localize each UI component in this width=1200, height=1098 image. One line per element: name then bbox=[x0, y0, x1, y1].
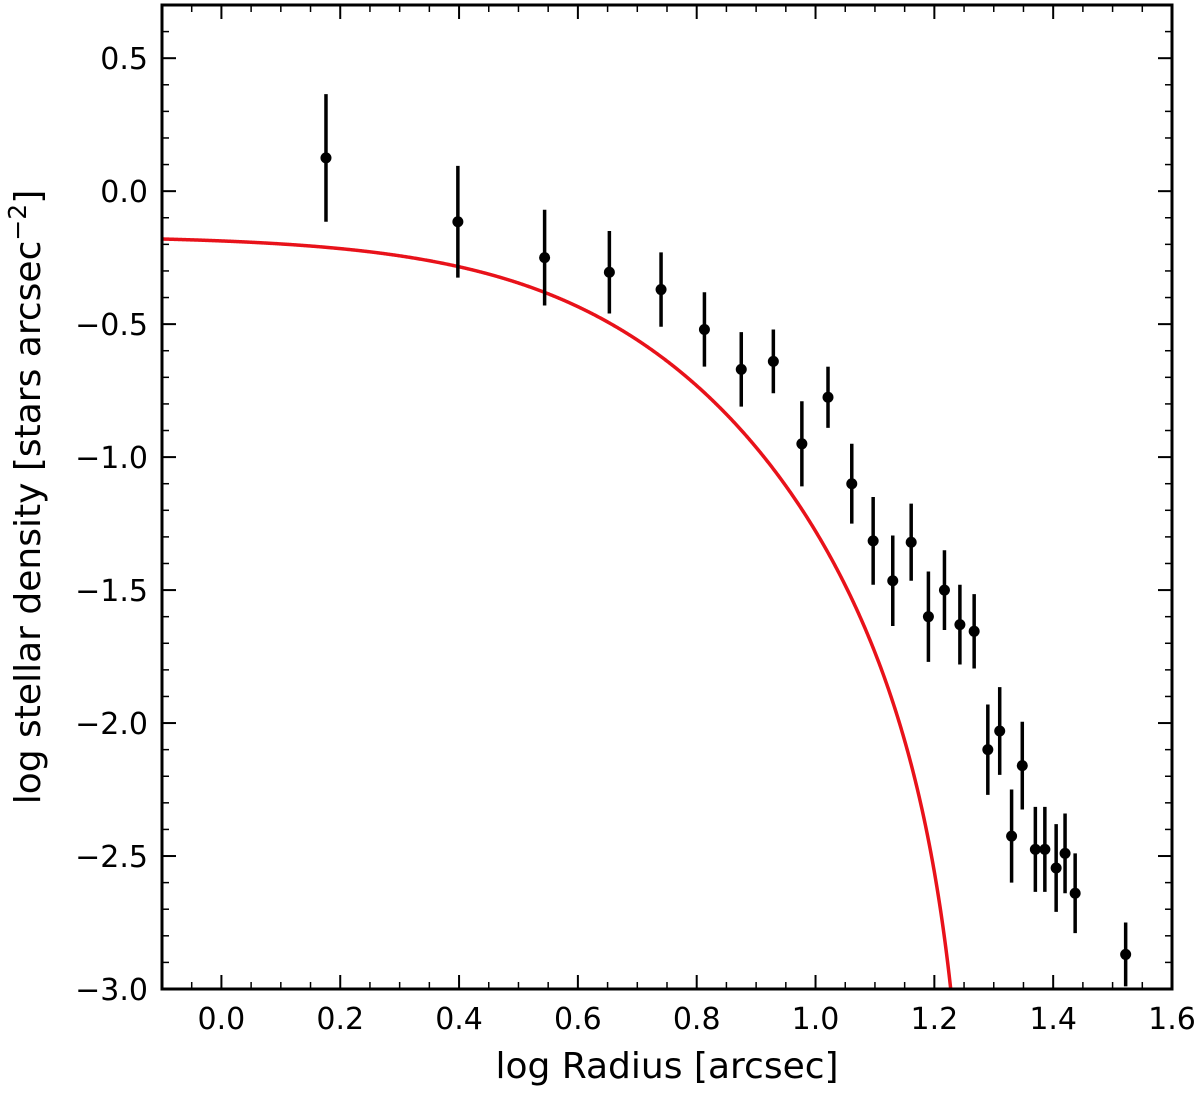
data-point bbox=[1120, 922, 1132, 987]
data-point bbox=[887, 535, 899, 626]
point-marker bbox=[1059, 847, 1071, 859]
data-points bbox=[320, 94, 1132, 987]
point-marker bbox=[735, 363, 747, 375]
point-marker bbox=[994, 725, 1006, 737]
y-tick-label: −2.5 bbox=[75, 840, 148, 875]
data-point bbox=[1029, 806, 1041, 892]
fit-curve bbox=[162, 237, 953, 989]
data-point bbox=[603, 231, 615, 314]
data-point bbox=[796, 401, 808, 487]
x-tick-label: 0.8 bbox=[673, 1002, 721, 1037]
x-tick-label: 0.4 bbox=[435, 1002, 483, 1037]
point-marker bbox=[1029, 843, 1041, 855]
point-marker bbox=[1050, 862, 1062, 874]
x-axis-label: log Radius [arcsec] bbox=[495, 1046, 838, 1087]
data-point bbox=[846, 443, 858, 524]
point-marker bbox=[1039, 843, 1051, 855]
y-axis-label-text: log stellar density [stars arcsec bbox=[8, 241, 49, 805]
x-tick-label: 1.6 bbox=[1148, 1002, 1196, 1037]
data-point bbox=[994, 687, 1006, 775]
data-point bbox=[938, 550, 950, 630]
plot-background bbox=[162, 5, 1172, 989]
x-tick-label: 1.2 bbox=[910, 1002, 958, 1037]
point-marker bbox=[887, 575, 899, 587]
point-marker bbox=[655, 284, 667, 296]
data-point bbox=[1006, 789, 1018, 883]
data-point bbox=[1069, 853, 1081, 934]
data-point bbox=[655, 252, 667, 327]
point-marker bbox=[846, 478, 858, 490]
plot-area bbox=[162, 94, 1132, 989]
point-marker bbox=[1006, 830, 1018, 842]
point-marker bbox=[767, 355, 779, 367]
point-marker bbox=[1016, 760, 1028, 772]
y-axis-label-close: ] bbox=[8, 190, 49, 204]
y-tick-label: −3.0 bbox=[75, 973, 148, 1008]
y-tick-label: −2.0 bbox=[75, 707, 148, 742]
x-tick-label: 0.2 bbox=[316, 1002, 364, 1037]
data-point bbox=[320, 94, 332, 222]
x-tick-label: 0.6 bbox=[554, 1002, 602, 1037]
data-point bbox=[1039, 806, 1051, 892]
data-point bbox=[982, 704, 994, 795]
y-tick-label: 0.0 bbox=[100, 175, 148, 210]
y-axis-label-exponent: −2 bbox=[3, 204, 32, 241]
point-marker bbox=[698, 323, 710, 335]
point-marker bbox=[905, 536, 917, 548]
data-point bbox=[735, 332, 747, 407]
x-tick-label: 1.4 bbox=[1029, 1002, 1077, 1037]
tick-labels: 0.0 0.2 0.4 0.6 0.8 1.0 1.2 1.4 1.6 0.5 0.0 −0.5 −1.… bbox=[75, 42, 1196, 1037]
point-marker bbox=[954, 619, 966, 631]
data-point bbox=[968, 594, 980, 669]
data-point bbox=[954, 584, 966, 665]
point-marker bbox=[938, 584, 950, 596]
y-tick-label: −1.0 bbox=[75, 441, 148, 476]
x-tick-label: 1.0 bbox=[792, 1002, 840, 1037]
data-point bbox=[1016, 721, 1028, 810]
data-point bbox=[867, 497, 879, 585]
point-marker bbox=[603, 266, 615, 278]
data-point bbox=[539, 209, 551, 306]
x-tick-label: 0.0 bbox=[198, 1002, 246, 1037]
plot-frame bbox=[160, 3, 1174, 991]
point-marker bbox=[320, 152, 332, 164]
point-marker bbox=[539, 252, 551, 264]
data-point bbox=[1050, 824, 1062, 912]
point-marker bbox=[867, 535, 879, 547]
point-marker bbox=[1069, 887, 1081, 899]
point-marker bbox=[922, 611, 934, 623]
y-axis-label: log stellar density [stars arcsec−2] bbox=[3, 190, 49, 805]
data-point bbox=[1059, 813, 1071, 894]
point-marker bbox=[796, 438, 808, 450]
point-marker bbox=[968, 625, 980, 637]
y-tick-label: 0.5 bbox=[100, 42, 148, 77]
point-marker bbox=[1120, 948, 1132, 960]
data-point bbox=[822, 366, 834, 428]
data-point bbox=[905, 503, 917, 581]
point-marker bbox=[822, 391, 834, 403]
point-marker bbox=[452, 216, 464, 228]
data-point bbox=[452, 165, 464, 278]
y-tick-label: −1.5 bbox=[75, 574, 148, 609]
point-marker bbox=[982, 744, 994, 756]
data-point bbox=[698, 292, 710, 367]
data-point bbox=[767, 329, 779, 394]
data-point bbox=[922, 571, 934, 662]
y-tick-label: −0.5 bbox=[75, 308, 148, 343]
